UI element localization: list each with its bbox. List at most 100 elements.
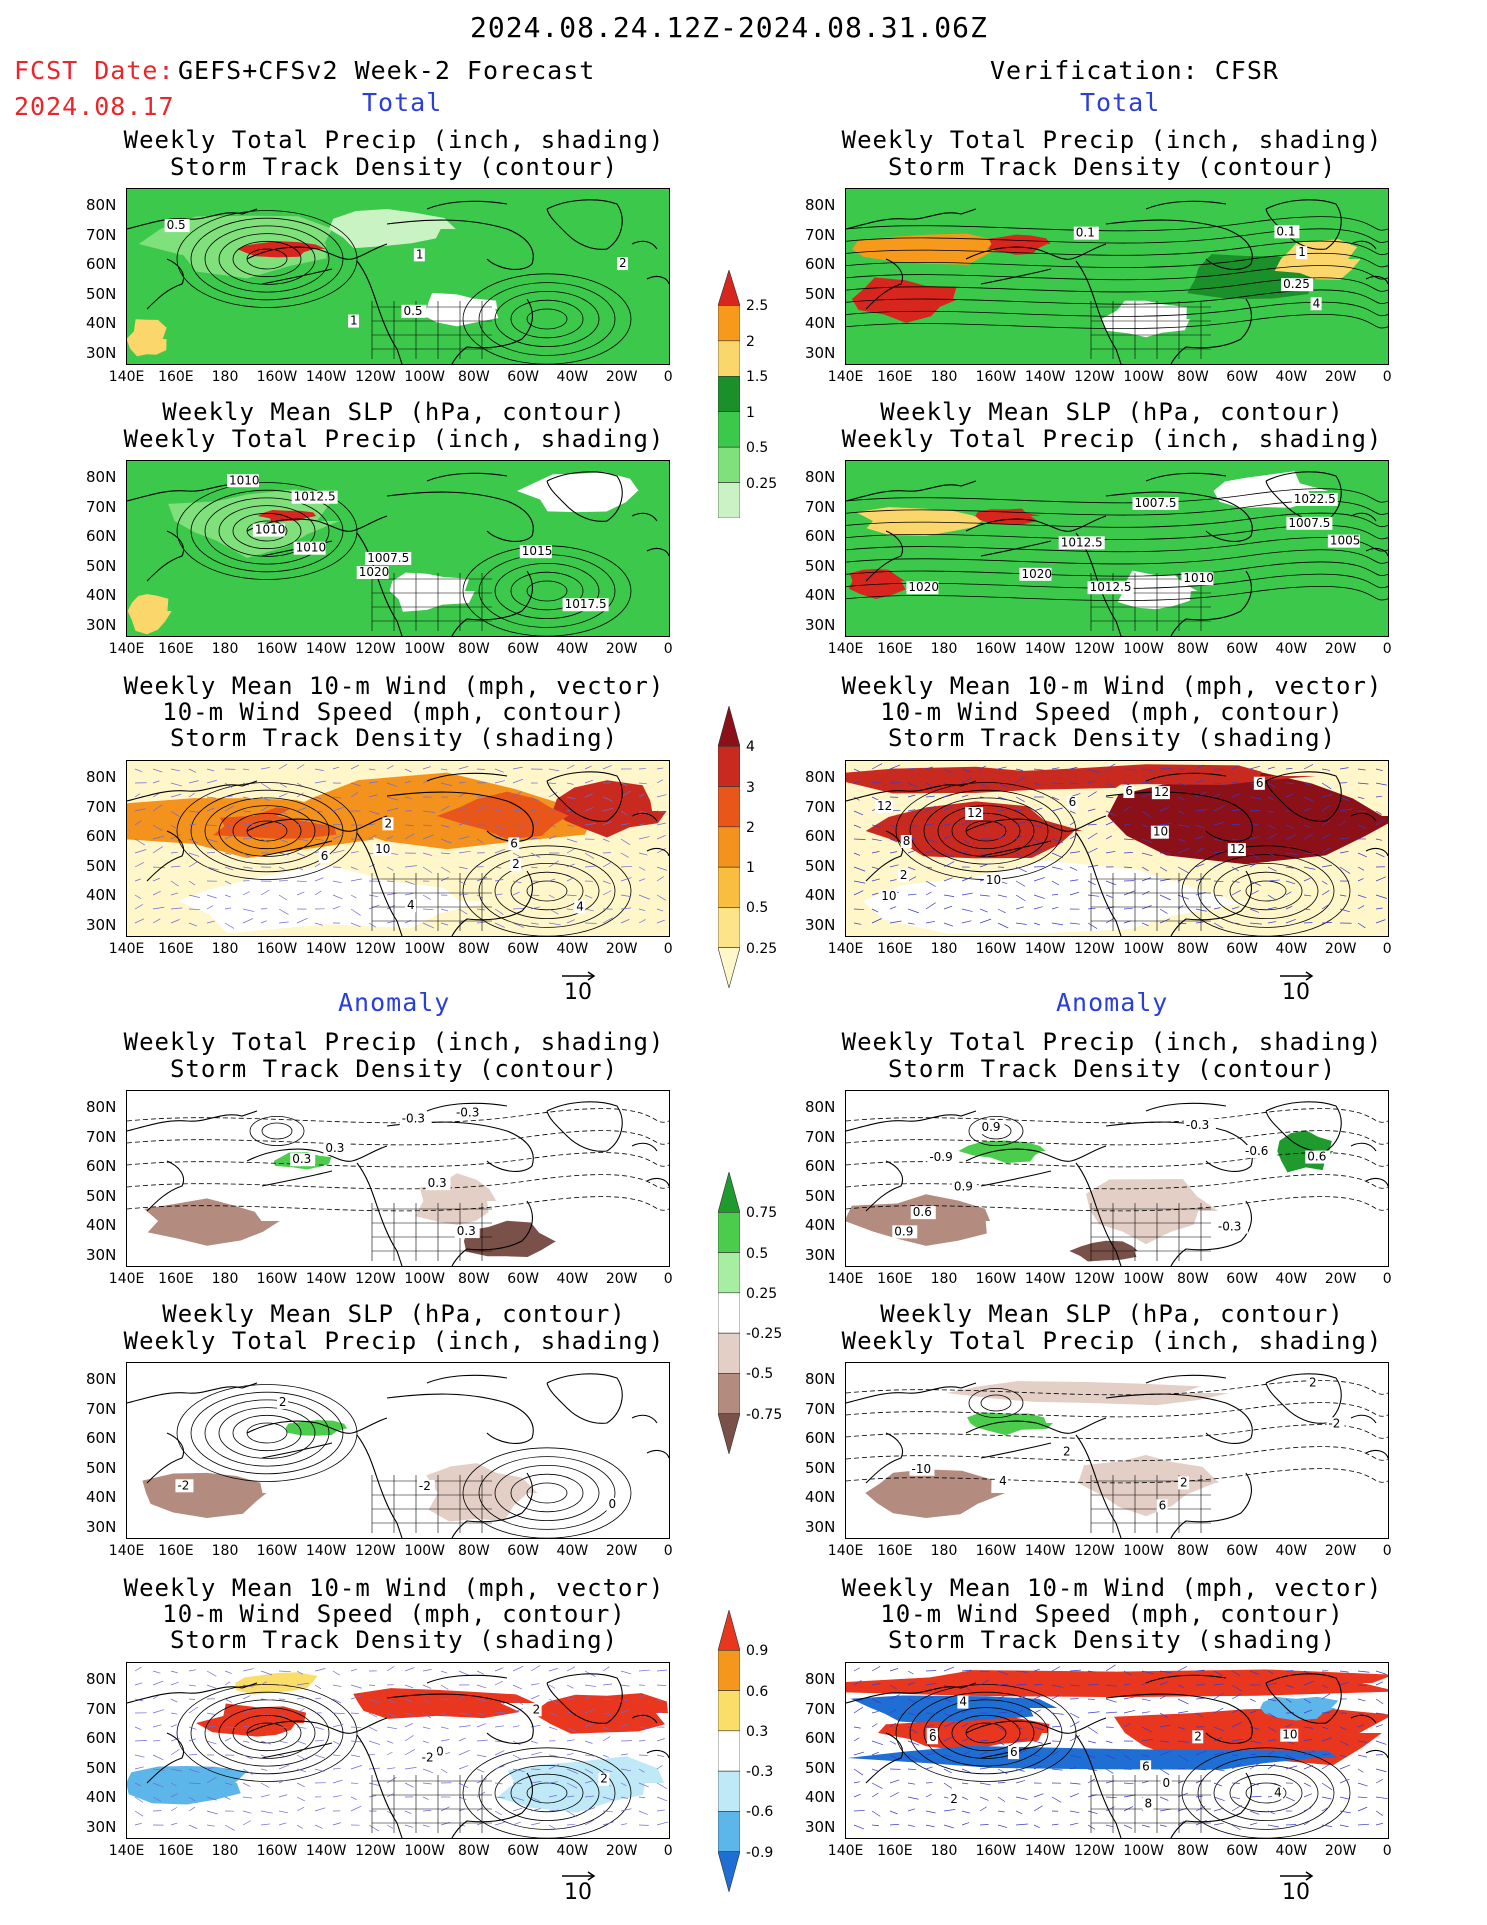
wind-vector [1087, 1810, 1098, 1815]
contour-line [204, 225, 330, 293]
wind-vector [1339, 1726, 1347, 1730]
wind-vector [350, 1754, 361, 1758]
contour-label-bg [510, 858, 522, 872]
wind-vector [1087, 922, 1098, 929]
wind-vector [1321, 1726, 1329, 1730]
wind-vector [1141, 852, 1153, 857]
wind-vector [871, 1683, 881, 1686]
coastline [1145, 1102, 1227, 1112]
wind-vector [961, 1782, 969, 1785]
wind-vector [188, 823, 197, 826]
wind-vector [1267, 852, 1276, 857]
contour-line [176, 482, 358, 580]
wind-vector [961, 1722, 968, 1728]
wind-vector [602, 1726, 609, 1730]
wind-vector [1267, 1750, 1275, 1756]
wind-vector [170, 834, 181, 840]
wind-vector [170, 865, 181, 868]
wind-vector [638, 823, 646, 826]
wind-vector [961, 1751, 971, 1756]
contour-label-bg [1253, 776, 1265, 790]
contour-line [176, 210, 358, 308]
colorbar-label: 3 [746, 779, 755, 796]
lon-tick-label: 160W [975, 1271, 1017, 1287]
wind-vector [530, 1781, 542, 1784]
wind-vector [1195, 847, 1204, 854]
lon-tick-label: 120W [355, 941, 396, 957]
wind-vector [1249, 852, 1260, 860]
wind-vector [386, 1740, 394, 1744]
contour-line [846, 314, 1388, 330]
wind-vector [134, 1682, 143, 1686]
wind-vector [1285, 891, 1292, 896]
lon-tick-label: 120W [1074, 1843, 1115, 1859]
wind-vector [152, 1782, 164, 1788]
wind-vector [566, 848, 575, 854]
coastline [980, 1442, 1052, 1459]
contour-label: 4 [407, 898, 415, 912]
wind-vector [979, 782, 989, 789]
wind-vector [512, 1684, 522, 1690]
lon-tick-label: 140E [108, 1543, 145, 1559]
wind-vector [386, 920, 396, 924]
wind-vector [296, 880, 307, 883]
wind-vector [440, 1670, 448, 1674]
wind-vector [260, 1810, 273, 1814]
wind-vector [1105, 850, 1116, 854]
wind-vector [170, 851, 178, 854]
wind-vector [422, 824, 432, 827]
wind-vector [656, 822, 667, 826]
wind-vector [296, 1740, 307, 1745]
shaded-region [483, 255, 615, 303]
coastline [1075, 260, 1122, 364]
wind-vector [1213, 1751, 1224, 1756]
lat-tick-label: 80N [805, 1370, 836, 1388]
wind-vector [1321, 880, 1328, 885]
shaded-region [1078, 1455, 1220, 1517]
wind-vector [1123, 907, 1133, 910]
wind-vector [1159, 1670, 1172, 1674]
wind-vector [134, 1796, 144, 1803]
wind-vector [1069, 1810, 1080, 1814]
wind-vector [512, 891, 520, 896]
shaded-region [1085, 1179, 1219, 1245]
wind-vector [476, 1684, 487, 1689]
colorbar-segment [718, 1851, 740, 1892]
wind-vector [170, 907, 183, 910]
contour-label-bg [616, 257, 628, 271]
wind-vector [134, 849, 147, 854]
wind-vector [206, 838, 218, 843]
wind-vector [1069, 833, 1079, 840]
wind-vector [1033, 807, 1043, 812]
lon-tick-label: 180 [930, 641, 958, 657]
wind-vector [332, 1754, 341, 1756]
lon-tick-label: 80W [458, 1543, 490, 1559]
lon-tick-label: 0 [663, 941, 673, 957]
colorbar-label: 4 [746, 739, 755, 756]
colorbar-segment [718, 826, 740, 868]
wind-vector [368, 1726, 378, 1732]
wind-vector [512, 1665, 524, 1672]
wind-vector [170, 1670, 178, 1674]
contour-label: -10 [911, 1462, 931, 1476]
wind-vector [224, 824, 232, 828]
fcst-date: 2024.08.17 [14, 92, 175, 121]
contour-line [846, 1468, 1388, 1484]
wind-vector [1375, 1810, 1384, 1816]
wind-vector [332, 766, 340, 770]
wind-vector [1357, 894, 1367, 899]
wind-vector [1105, 810, 1117, 817]
wind-vector [296, 1782, 305, 1788]
wind-vector [476, 1768, 485, 1773]
wind-vector [368, 1782, 380, 1786]
wind-vector [494, 879, 504, 882]
contour-label-bg [1019, 567, 1052, 581]
wind-vector [224, 834, 235, 840]
wind-vector [907, 809, 916, 812]
wind-vector [584, 894, 593, 899]
wind-vector [1285, 852, 1298, 855]
contour-label-bg [1007, 1746, 1019, 1760]
wind-vector [1087, 823, 1097, 826]
wind-vector [314, 1684, 322, 1690]
wind-vector [1069, 891, 1079, 896]
